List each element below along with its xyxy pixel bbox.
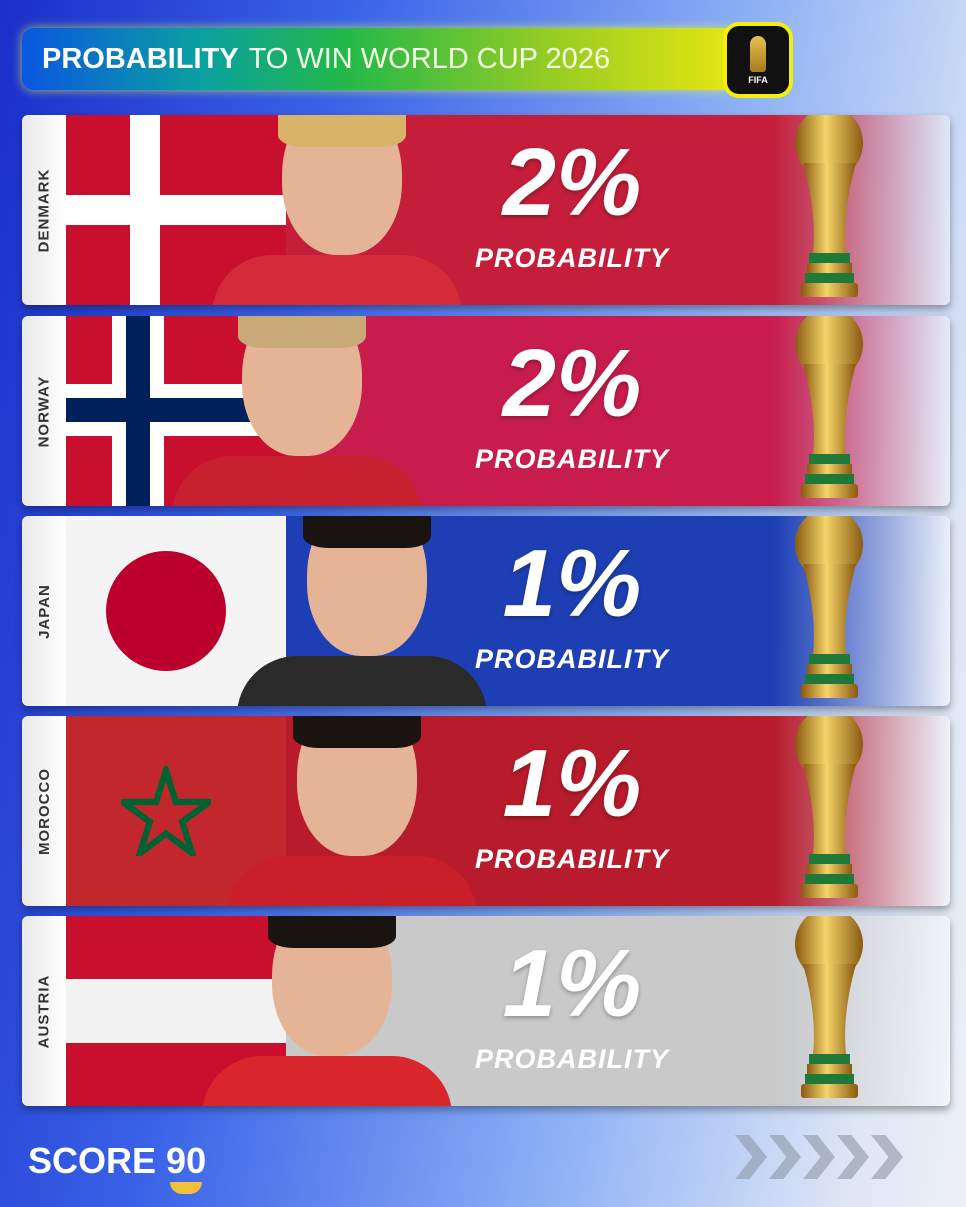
probability-label: PROBABILITY xyxy=(474,444,669,474)
probability-value: 1% xyxy=(502,530,642,637)
country-label-tab: JAPAN xyxy=(22,516,66,706)
brand-number: 90 xyxy=(166,1140,207,1194)
flag-austria xyxy=(66,916,286,1106)
world-cup-2026-logo: FIFA xyxy=(723,22,793,98)
score90-logo: SCORE 90 xyxy=(28,1140,207,1194)
trophy-icon xyxy=(750,35,766,72)
world-cup-trophy-icon xyxy=(795,716,863,898)
country-name: DENMARK xyxy=(35,168,53,252)
country-row-norway: NORWAY 2% PROBABILITY xyxy=(22,316,950,506)
probability-value: 2% xyxy=(502,129,642,236)
title-banner: PROBABILITY TO WIN WORLD CUP 2026 xyxy=(22,28,736,90)
player-photo xyxy=(202,916,452,1106)
brand-text: SCORE xyxy=(28,1140,157,1181)
world-cup-trophy-icon xyxy=(795,115,863,297)
probability-label: PROBABILITY xyxy=(474,243,669,273)
country-row-morocco: MOROCCO 1% PROBABILITY xyxy=(22,716,950,906)
title-bold: PROBABILITY xyxy=(42,42,239,75)
country-row-austria: AUSTRIA 1% PROBABILITY xyxy=(22,916,950,1106)
world-cup-trophy-icon xyxy=(795,316,863,498)
probability-value: 2% xyxy=(502,330,642,437)
country-name: MOROCCO xyxy=(35,767,53,855)
world-cup-trophy-icon xyxy=(795,516,863,698)
probability-value: 1% xyxy=(502,730,642,837)
country-row-denmark: DENMARK 2% PROBABILITY xyxy=(22,115,950,305)
player-photo xyxy=(212,115,462,305)
country-name: AUSTRIA xyxy=(35,974,53,1048)
country-label-tab: NORWAY xyxy=(22,316,66,506)
player-photo xyxy=(227,716,477,906)
player-photo xyxy=(237,516,487,706)
probability-value: 1% xyxy=(502,930,642,1037)
probability-label: PROBABILITY xyxy=(474,644,669,674)
probability-label: PROBABILITY xyxy=(474,844,669,874)
player-photo xyxy=(172,316,422,506)
world-cup-trophy-icon xyxy=(795,916,863,1098)
country-name: NORWAY xyxy=(35,375,53,447)
flag-norway xyxy=(66,316,286,506)
country-name: JAPAN xyxy=(35,583,53,639)
fifa-label: FIFA xyxy=(748,74,768,85)
chevrons-icon xyxy=(735,1135,903,1179)
flag-japan xyxy=(66,516,286,706)
title-light: TO WIN WORLD CUP 2026 xyxy=(248,42,611,75)
country-row-japan: JAPAN 1% PROBABILITY xyxy=(22,516,950,706)
country-label-tab: MOROCCO xyxy=(22,716,66,906)
country-label-tab: AUSTRIA xyxy=(22,916,66,1106)
probability-label: PROBABILITY xyxy=(474,1044,669,1074)
country-label-tab: DENMARK xyxy=(22,115,66,305)
